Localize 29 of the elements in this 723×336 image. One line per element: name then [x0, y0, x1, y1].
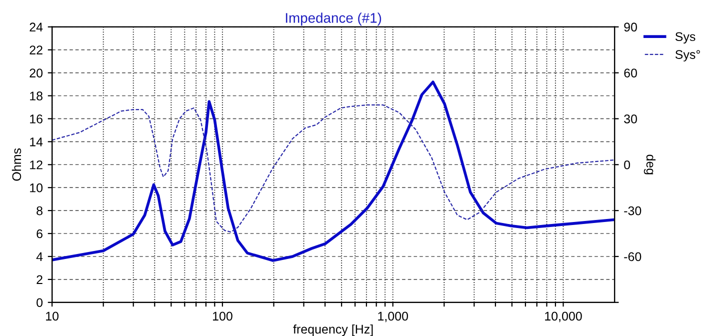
y-tick-label: 4 — [36, 252, 43, 262]
y2-tick-label: 30 — [624, 114, 637, 124]
x-tick-label: 100 — [212, 312, 232, 321]
y-tick-label: 24 — [30, 22, 43, 32]
x-tick-label: 1,000 — [378, 312, 408, 322]
y2-axis-title: deg — [644, 154, 656, 174]
y-tick-label: 2 — [36, 275, 42, 284]
y-tick-label: 10 — [30, 183, 43, 192]
legend-label: Sys° — [675, 50, 700, 62]
y2-tick-label: -30 — [624, 206, 642, 216]
x-axis-title: frequency [Hz] — [293, 324, 373, 336]
y-tick-label: 16 — [30, 114, 42, 124]
y2-tick-label: 0 — [624, 160, 630, 170]
x-tick-label: 10 — [46, 312, 59, 321]
y-tick-label: 8 — [36, 206, 42, 216]
chart-title: Impedance (#1) — [286, 12, 382, 26]
y-tick-label: 12 — [30, 160, 42, 170]
y2-tick-label: -60 — [624, 252, 642, 262]
y-tick-label: 14 — [30, 138, 43, 146]
y-tick-label: 22 — [30, 46, 42, 54]
y2-tick-label: 60 — [624, 68, 637, 78]
y-tick-label: 0 — [36, 298, 43, 308]
y-tick-label: 18 — [30, 92, 42, 100]
legend-label: Sys — [675, 32, 696, 44]
y2-tick-label: 90 — [624, 22, 637, 32]
y-tick-label: 20 — [30, 68, 43, 78]
x-tick-label: 10,000 — [545, 312, 582, 322]
y-axis-title: Ohms — [12, 148, 22, 181]
y-tick-label: 6 — [36, 229, 42, 238]
